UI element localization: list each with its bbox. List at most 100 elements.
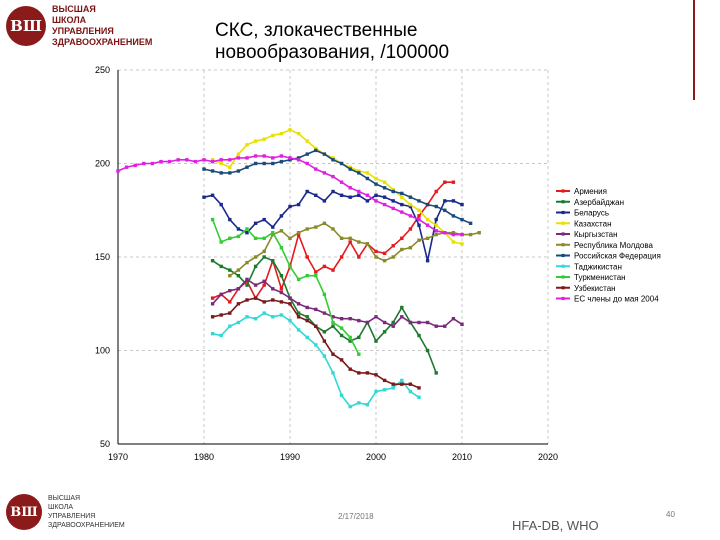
data-point (451, 232, 456, 237)
data-point (443, 324, 447, 328)
data-point (288, 264, 292, 269)
data-point (296, 315, 301, 319)
data-point (271, 287, 275, 291)
legend-label: Казахстан (574, 219, 612, 228)
data-point (357, 335, 361, 340)
data-point (296, 158, 301, 162)
data-point (288, 204, 292, 209)
data-point (279, 300, 284, 304)
data-point (391, 386, 395, 390)
data-point (245, 298, 249, 302)
legend-swatch-marker (561, 200, 565, 204)
data-point (305, 189, 309, 194)
y-tick-label: 50 (100, 439, 110, 449)
data-point (185, 158, 189, 162)
data-point (253, 283, 258, 287)
x-tick-label: 1990 (280, 452, 300, 462)
data-point (124, 165, 129, 169)
data-point (365, 176, 370, 181)
data-point (417, 214, 421, 218)
legend-label: Азербайджан (574, 198, 624, 207)
data-point (443, 231, 447, 235)
data-point (460, 322, 464, 326)
data-point (382, 259, 387, 263)
data-point (434, 229, 438, 233)
data-point (210, 259, 215, 263)
data-point (408, 202, 413, 207)
data-point (339, 193, 344, 197)
logo-line: ЗДРАВООХРАНЕНИЕМ (52, 37, 153, 47)
legend-swatch-marker (561, 210, 565, 215)
data-point (253, 296, 258, 300)
data-point (279, 287, 284, 291)
data-point (331, 324, 335, 328)
data-point (305, 227, 309, 231)
data-point (228, 300, 232, 304)
data-point (339, 255, 344, 259)
logo-text: ВЫСШАЯ ШКОЛА УПРАВЛЕНИЯ ЗДРАВООХРАНЕНИЕМ (48, 494, 125, 530)
data-point (400, 236, 404, 240)
data-point (262, 283, 266, 287)
data-point (314, 167, 318, 171)
chart-title: СКС, злокачественные новообразования, /1… (215, 20, 449, 64)
page-number: 40 (666, 510, 675, 519)
data-point (339, 326, 344, 330)
data-point (408, 389, 413, 394)
data-point (271, 161, 275, 166)
data-point (296, 232, 301, 237)
data-point (400, 195, 404, 199)
data-point (245, 260, 249, 265)
data-point (296, 131, 301, 136)
data-point (374, 339, 378, 343)
data-point (374, 199, 378, 203)
data-point (417, 386, 421, 390)
data-point (167, 159, 172, 164)
data-point (322, 330, 327, 334)
data-point (245, 231, 249, 235)
data-point (425, 348, 430, 353)
data-point (382, 251, 387, 255)
data-point (391, 199, 395, 203)
data-point (400, 382, 404, 386)
data-point (296, 231, 301, 235)
data-point (176, 158, 180, 162)
logo-line: УПРАВЛЕНИЯ (52, 26, 114, 36)
data-point (408, 195, 413, 199)
chart-title-line-2: новообразования, /100000 (215, 42, 450, 63)
data-point (279, 159, 284, 164)
data-point (477, 231, 481, 235)
data-point (348, 165, 352, 169)
data-point (314, 146, 318, 151)
data-point (331, 156, 335, 160)
data-point (408, 320, 413, 325)
data-point (202, 167, 206, 171)
data-point (365, 171, 370, 175)
data-point (365, 320, 370, 325)
data-point (202, 158, 206, 162)
legend-label: Узбекистан (574, 284, 616, 293)
data-point (296, 302, 301, 306)
data-point (357, 240, 361, 244)
data-point (314, 324, 318, 328)
data-point (348, 236, 352, 240)
data-point (365, 199, 370, 203)
data-point (288, 156, 292, 160)
data-point (451, 214, 456, 218)
data-point (236, 227, 241, 231)
data-point (417, 395, 421, 399)
data-point (434, 204, 438, 209)
data-point (271, 298, 275, 302)
data-point (210, 193, 215, 197)
data-point (279, 246, 284, 250)
data-point (262, 300, 266, 304)
data-point (236, 156, 241, 160)
data-point (408, 382, 413, 386)
data-point (253, 255, 258, 259)
data-point (210, 158, 215, 162)
data-point (288, 158, 292, 162)
data-point (305, 335, 309, 340)
x-tick-label: 2010 (452, 452, 472, 462)
data-point (391, 206, 395, 211)
data-point (245, 156, 249, 160)
